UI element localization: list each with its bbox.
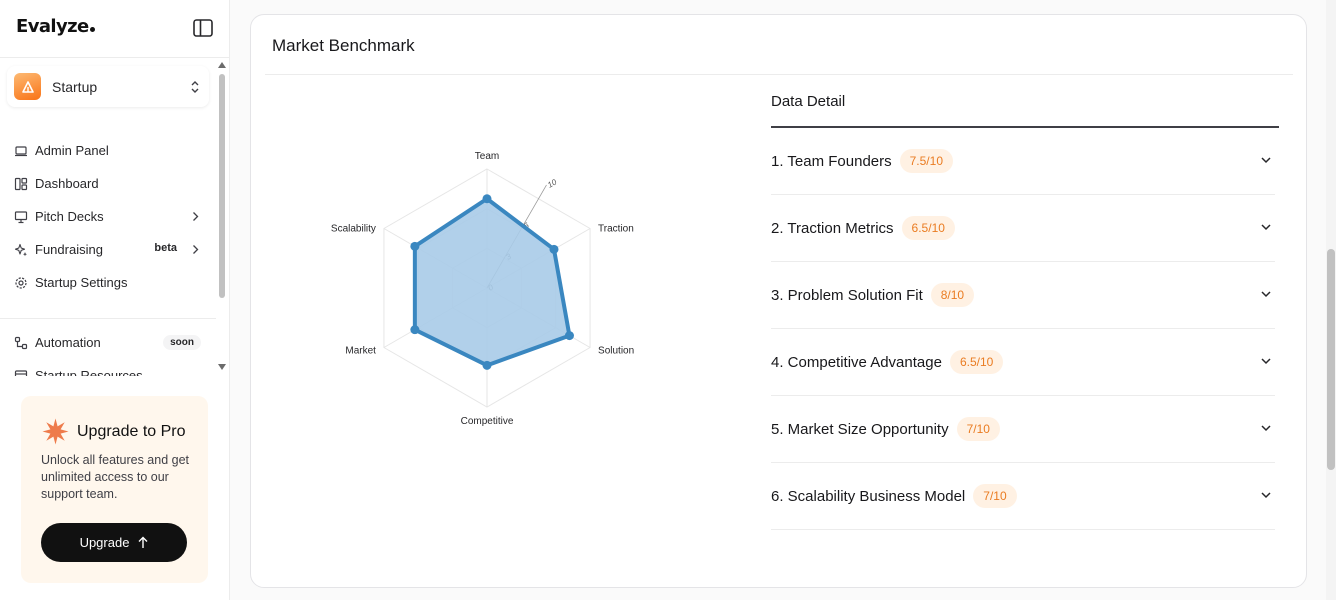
- scroll-up-arrow-icon[interactable]: [218, 62, 226, 68]
- arrow-up-icon: [138, 536, 148, 548]
- accordion-label: 6. Scalability Business Model: [771, 487, 966, 505]
- sidebar-item-label: Admin Panel: [35, 143, 109, 158]
- workflow-icon: [14, 336, 28, 349]
- chevron-right-icon: [193, 245, 199, 254]
- nav-divider: [0, 318, 216, 319]
- beta-badge: beta: [154, 242, 177, 254]
- score-badge: 6.5/10: [949, 350, 1004, 374]
- upgrade-button[interactable]: Upgrade: [41, 523, 187, 562]
- sidebar-scroll-thumb[interactable]: [219, 74, 225, 298]
- upgrade-button-label: Upgrade: [79, 535, 130, 550]
- upgrade-card: Upgrade to Pro Unlock all features and g…: [21, 396, 208, 583]
- sidebar-item-label: Automation: [35, 335, 101, 350]
- market-benchmark-card: Market Benchmark: [250, 14, 1307, 588]
- radar-axis-label: Scalability: [331, 224, 376, 235]
- scroll-down-arrow-icon[interactable]: [218, 364, 226, 370]
- sidebar-item-label: Dashboard: [35, 176, 99, 191]
- sidebar-item-pitch-decks[interactable]: Pitch Decks: [0, 200, 216, 233]
- presentation-icon: [14, 210, 28, 223]
- radar-data-point: [410, 325, 420, 335]
- chevron-down-icon[interactable]: [1260, 491, 1272, 499]
- chevron-down-icon[interactable]: [1260, 156, 1272, 164]
- main-scrollbar[interactable]: [1326, 0, 1336, 600]
- starburst-icon: [42, 418, 69, 445]
- accordion-team-founders[interactable]: 1. Team Founders 7.5/10: [771, 128, 1275, 195]
- score-badge: 6.5/10: [901, 216, 955, 240]
- radar-data-area: [412, 196, 572, 368]
- accordion-competitive-advantage[interactable]: 4. Competitive Advantage 6.5/10: [771, 329, 1275, 396]
- team-switcher[interactable]: Startup: [7, 66, 209, 107]
- sidebar-item-label: Startup Settings: [35, 275, 128, 290]
- sparkles-icon: [14, 243, 27, 256]
- team-logo-icon: [14, 73, 41, 100]
- accordion-label: 5. Market Size Opportunity: [771, 420, 949, 438]
- score-badge: 7/10: [973, 484, 1017, 508]
- chevron-down-icon[interactable]: [1260, 223, 1272, 231]
- sidebar-scrollbar[interactable]: [217, 60, 227, 372]
- accordion-label: 2. Traction Metrics: [771, 219, 894, 237]
- card-title: Market Benchmark: [272, 36, 415, 55]
- sidebar-item-automation[interactable]: Automation soon: [0, 326, 216, 359]
- book-icon: [14, 369, 28, 376]
- score-badge: 7/10: [956, 417, 1000, 441]
- dashboard-icon: [14, 177, 28, 190]
- brand-name: Evalyze: [16, 16, 89, 37]
- radar-axis-label: Market: [345, 346, 376, 357]
- radar-data-point: [482, 360, 492, 370]
- chevron-down-icon[interactable]: [1260, 357, 1272, 365]
- gear-icon: [15, 276, 27, 289]
- accordion-label: 4. Competitive Advantage: [771, 353, 942, 371]
- sidebar-nav: Admin Panel Dashboard Pitch Decks Fundra…: [0, 134, 216, 299]
- sidebar-item-fundraising[interactable]: Fundraising beta: [0, 233, 216, 266]
- radar-tick-label: 6: [522, 221, 531, 231]
- radar-axis-label: Competitive: [461, 416, 514, 427]
- radar-data-point: [482, 194, 492, 204]
- chevron-down-icon[interactable]: [1260, 290, 1272, 298]
- score-badge: 8/10: [930, 283, 975, 307]
- radar-data-point: [410, 241, 420, 251]
- accordion-label: 3. Problem Solution Fit: [771, 286, 923, 304]
- main-scroll-thumb[interactable]: [1327, 249, 1335, 470]
- radar-data-point: [564, 331, 574, 341]
- chevron-right-icon: [193, 212, 199, 221]
- brand-logo[interactable]: Evalyze: [16, 16, 95, 37]
- chevron-down-icon[interactable]: [1260, 424, 1272, 432]
- card-divider: [265, 74, 1293, 75]
- team-name: Startup: [52, 78, 98, 95]
- sidebar-item-admin-panel[interactable]: Admin Panel: [0, 134, 216, 167]
- chevron-up-down-icon: [191, 81, 199, 93]
- accordion-scalability-business-model[interactable]: 6. Scalability Business Model 7/10: [771, 463, 1275, 530]
- radar-axis-label: Team: [475, 151, 499, 162]
- score-badge: 7.5/10: [899, 149, 953, 173]
- sidebar-divider: [0, 57, 229, 58]
- accordion-problem-solution-fit[interactable]: 3. Problem Solution Fit 8/10: [771, 262, 1275, 329]
- data-detail-title: Data Detail: [771, 93, 846, 110]
- panel-toggle-icon[interactable]: [193, 19, 213, 37]
- sidebar-item-dashboard[interactable]: Dashboard: [0, 167, 216, 200]
- radar-tick-label: 10: [546, 177, 559, 190]
- soon-badge: soon: [163, 335, 201, 350]
- sidebar-item-label: Startup Resources: [35, 368, 143, 376]
- radar-chart: 03610TeamTractionSolutionCompetitiveMark…: [331, 151, 634, 427]
- accordion-traction-metrics[interactable]: 2. Traction Metrics 6.5/10: [771, 195, 1275, 262]
- data-detail: Data Detail 1. Team Founders 7.5/10 2. T…: [771, 88, 1279, 530]
- sidebar-item-startup-resources[interactable]: Startup Resources: [0, 359, 216, 376]
- sidebar-nav-secondary: Automation soon Startup Resources: [0, 326, 216, 376]
- sidebar-item-label: Pitch Decks: [35, 209, 104, 224]
- laptop-icon: [15, 145, 27, 156]
- sidebar-item-startup-settings[interactable]: Startup Settings: [0, 266, 216, 299]
- data-detail-rule: [771, 126, 1279, 128]
- upgrade-description: Unlock all features and get unlimited ac…: [41, 453, 190, 501]
- radar-data-point: [549, 244, 559, 254]
- sidebar: Evalyze Startup Admin Panel Dashboard Pi…: [0, 0, 230, 600]
- upgrade-title: Upgrade to Pro: [77, 423, 186, 440]
- accordion-market-size-opportunity[interactable]: 5. Market Size Opportunity 7/10: [771, 396, 1275, 463]
- sidebar-item-label: Fundraising: [35, 242, 103, 257]
- radar-axis-label: Solution: [598, 346, 634, 357]
- accordion-label: 1. Team Founders: [771, 152, 892, 170]
- radar-axis-label: Traction: [598, 224, 634, 235]
